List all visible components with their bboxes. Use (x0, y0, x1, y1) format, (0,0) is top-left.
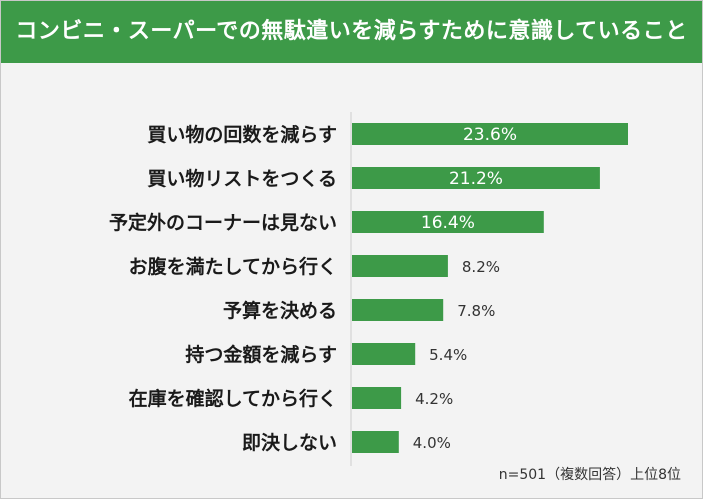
value-label: 21.2% (449, 169, 503, 189)
title-bar: コンビニ・スーパーでの無駄遣いを減らすために意識していること (1, 1, 702, 63)
value-label: 7.8% (457, 302, 495, 320)
bar (352, 387, 402, 409)
category-label: 持つ金額を減らす (185, 343, 337, 366)
footnote: n=501（複数回答）上位8位 (498, 467, 681, 483)
value-label: 5.4% (429, 346, 467, 364)
bar (352, 431, 399, 453)
value-label: 8.2% (462, 258, 500, 276)
bar (352, 255, 448, 277)
bar (352, 123, 628, 145)
bar (352, 167, 600, 189)
bar (352, 211, 544, 233)
category-label: 予算を決める (223, 299, 337, 322)
category-label: 買い物リストをつくる (147, 167, 337, 190)
value-label: 16.4% (421, 213, 475, 233)
value-label: 4.2% (415, 390, 453, 408)
category-label: 買い物の回数を減らす (147, 123, 337, 146)
bar (352, 299, 444, 321)
chart-title: コンビニ・スーパーでの無駄遣いを減らすために意識していること (15, 19, 688, 44)
category-label: お腹を満たしてから行く (129, 255, 337, 278)
value-label: 4.0% (413, 434, 451, 452)
bar (352, 343, 416, 365)
category-label: 在庫を確認してから行く (129, 387, 337, 410)
category-label: 即決しない (242, 432, 337, 454)
category-label: 予定外のコーナーは見ない (109, 211, 337, 234)
value-label: 23.6% (463, 125, 517, 145)
